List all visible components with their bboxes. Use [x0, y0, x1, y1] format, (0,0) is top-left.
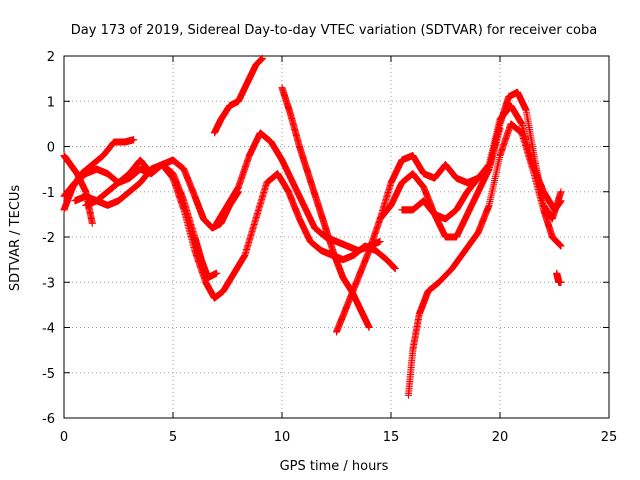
data-point: [88, 219, 96, 227]
data-point: [258, 54, 266, 62]
y-tick-label: 2: [47, 50, 55, 65]
y-tick-label: 1: [47, 95, 55, 110]
x-tick-label: 0: [60, 430, 68, 445]
series-track-8: [278, 84, 373, 331]
y-axis-label: SDTVAR / TECUs: [8, 185, 23, 292]
x-axis-label: GPS time / hours: [280, 459, 389, 474]
x-tick-label: 20: [492, 430, 509, 445]
chart-title: Day 173 of 2019, Sidereal Day-to-day VTE…: [71, 23, 597, 38]
data-point: [365, 324, 373, 331]
data-point: [391, 265, 399, 273]
y-tick-label: -4: [42, 322, 55, 337]
x-tick-label: 10: [274, 430, 291, 445]
data-point: [376, 238, 384, 246]
data-point: [557, 197, 565, 205]
y-tick-label: -3: [42, 276, 55, 291]
y-tick-label: 0: [47, 141, 55, 156]
axis-ticks: 0 5 10 15 20 25 -6 -5 -4 -3 -2 -1 0 1 2: [42, 50, 617, 445]
data-point: [130, 136, 138, 144]
y-tick-label: -1: [42, 186, 55, 201]
x-tick-label: 5: [169, 430, 177, 445]
series-track-10: [404, 120, 565, 399]
series-track-5: [71, 161, 399, 302]
y-tick-label: -6: [42, 412, 55, 427]
series-track-13: [553, 269, 565, 286]
data-point: [557, 188, 565, 196]
y-tick-label: -5: [42, 367, 55, 382]
x-tick-label: 15: [383, 430, 400, 445]
series-track-6: [210, 54, 266, 137]
data-marks: [60, 54, 565, 399]
x-tick-label: 25: [601, 430, 618, 445]
data-point: [213, 269, 221, 277]
y-tick-label: -2: [42, 231, 55, 246]
data-point: [557, 278, 565, 286]
data-point: [557, 242, 565, 250]
series-track-7: [213, 129, 384, 255]
series-track-12: [376, 102, 565, 223]
